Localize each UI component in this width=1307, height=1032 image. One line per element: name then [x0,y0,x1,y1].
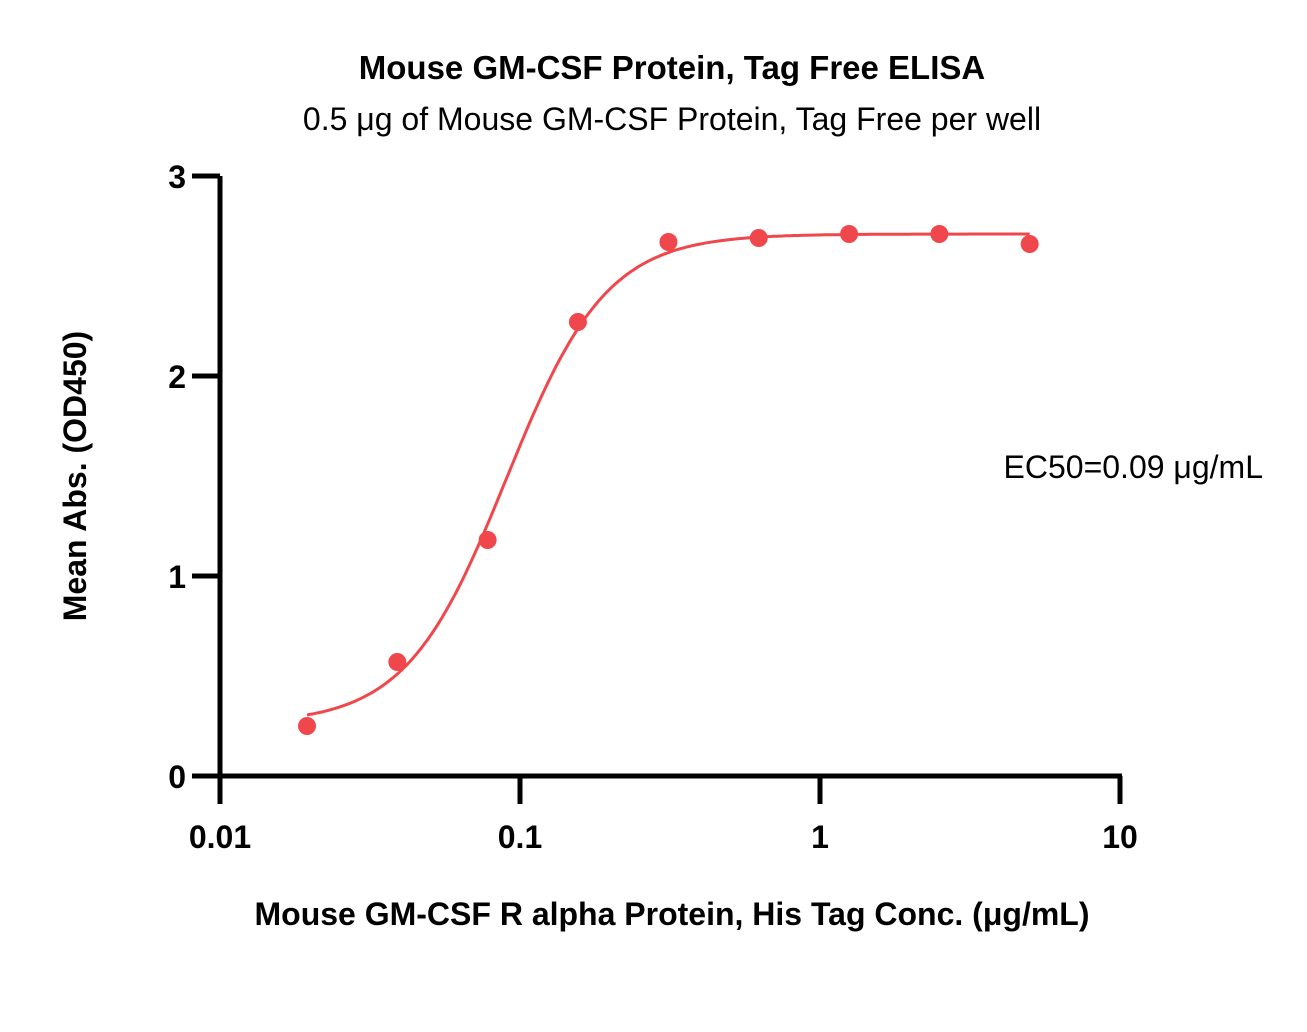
x-axis-label: Mouse GM-CSF R alpha Protein, His Tag Co… [254,896,1089,932]
y-tick-label: 2 [168,359,186,395]
x-tick-label: 0.1 [498,819,542,855]
tick-labels: 0 1 2 3 0.01 0.1 1 10 [168,159,1138,855]
data-point [388,653,407,671]
y-tick-label: 1 [168,559,186,595]
fit-curve [306,232,1030,717]
x-tick-label: 10 [1102,819,1138,855]
x-tick-label: 1 [811,819,829,855]
y-tick-label: 3 [168,159,186,195]
data-point [1020,235,1039,253]
ec50-annotation: EC50=0.09 μg/mL [1004,449,1263,485]
chart-title: Mouse GM-CSF Protein, Tag Free ELISA [359,49,985,86]
y-axis-label: Mean Abs. (OD450) [57,331,93,621]
data-point [930,225,949,243]
data-point [568,313,587,331]
axes [192,173,1123,804]
data-point [478,531,497,549]
data-point [659,233,678,251]
chart-subtitle: 0.5 μg of Mouse GM-CSF Protein, Tag Free… [303,101,1041,137]
x-tick-label: 0.01 [189,819,251,855]
y-tick-label: 0 [168,759,186,795]
data-point [298,717,317,735]
data-point [840,225,859,243]
data-points [298,225,1039,735]
data-point [749,229,768,247]
